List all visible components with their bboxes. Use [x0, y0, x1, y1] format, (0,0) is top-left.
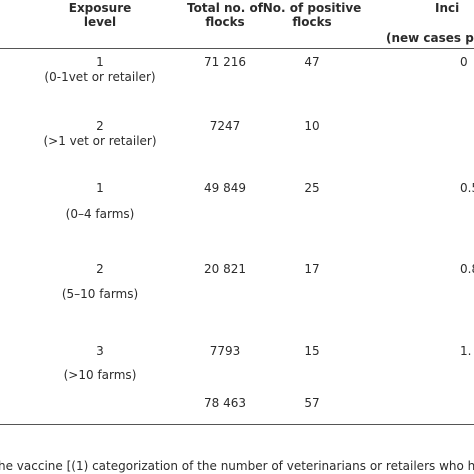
header-rule	[0, 48, 474, 49]
footnote: he vaccine [(1) categorization of the nu…	[0, 459, 474, 473]
column-header: Exposure	[68, 1, 132, 15]
column-header: Total no. of	[187, 1, 263, 15]
exposure-level: 1	[96, 55, 104, 69]
exposure-group: (5–10 farms)	[61, 287, 139, 301]
total-flocks: 7247	[209, 119, 241, 133]
total-flocks: 7793	[209, 344, 241, 358]
total-flocks: 78 463	[204, 396, 246, 410]
incidence: 0	[460, 55, 468, 69]
table-bottom-rule	[0, 424, 474, 425]
exposure-level: 1	[96, 181, 104, 195]
total-flocks: 71 216	[204, 55, 246, 69]
incidence: 0.5	[460, 181, 474, 195]
exposure-group: (0–4 farms)	[65, 207, 135, 221]
positive-flocks: 47	[304, 55, 320, 69]
positive-flocks: 57	[304, 396, 320, 410]
exposure-group: (0-1vet or retailer)	[44, 70, 156, 84]
column-header: Inci	[435, 1, 460, 15]
column-header: (new cases p	[386, 31, 474, 45]
incidence: 1.	[460, 344, 472, 358]
positive-flocks: 15	[304, 344, 320, 358]
positive-flocks: 25	[304, 181, 320, 195]
total-flocks: 49 849	[204, 181, 246, 195]
exposure-group: (>1 vet or retailer)	[43, 134, 157, 148]
exposure-level: 2	[96, 119, 104, 133]
exposure-level: 2	[96, 262, 104, 276]
exposure-level: 3	[96, 344, 104, 358]
column-header: level	[83, 15, 117, 29]
total-flocks: 20 821	[204, 262, 246, 276]
column-header: flocks	[292, 15, 332, 29]
column-header: flocks	[205, 15, 245, 29]
positive-flocks: 10	[304, 119, 320, 133]
positive-flocks: 17	[304, 262, 320, 276]
exposure-group: (>10 farms)	[63, 368, 137, 382]
incidence: 0.8	[460, 262, 474, 276]
column-header: No. of positive	[262, 1, 362, 15]
